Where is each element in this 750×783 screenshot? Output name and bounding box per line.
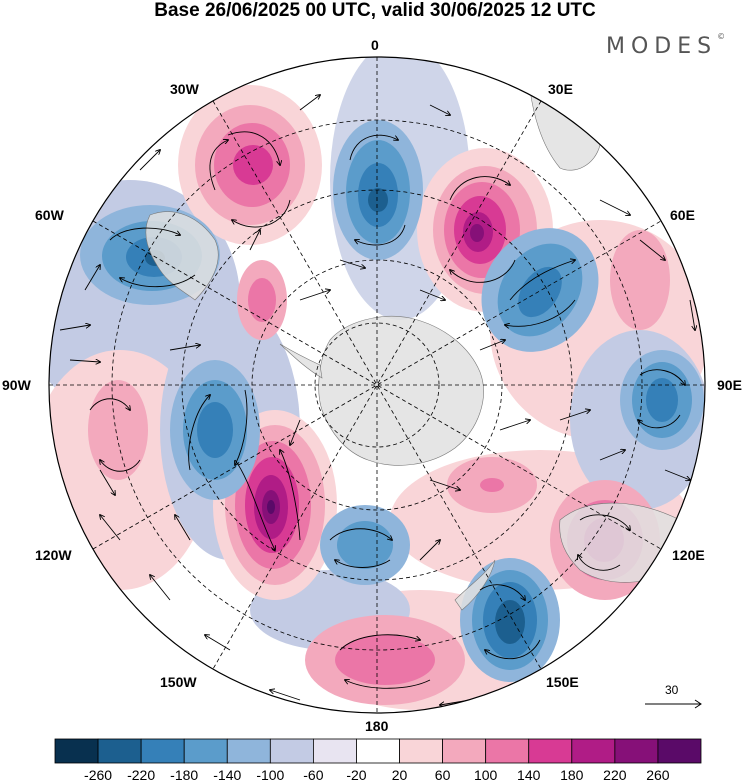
lon-label-180: 180	[365, 718, 389, 734]
lon-label-60e: 60E	[670, 207, 695, 223]
lon-label-0: 0	[371, 37, 379, 53]
colorbar-tick-label: -60	[303, 767, 324, 783]
colorbar-tick-label: 20	[391, 767, 408, 783]
colorbar-tick-label: 180	[560, 767, 584, 783]
colorbar-tick-label: -140	[213, 767, 242, 783]
lon-label-30e: 30E	[548, 81, 573, 97]
colorbar	[54, 738, 702, 764]
south-america	[145, 211, 219, 301]
colorbar-swatch	[140, 738, 185, 764]
colorbar-tick-label: -100	[256, 767, 285, 783]
chart-title: Base 26/06/2025 00 UTC, valid 30/06/2025…	[154, 0, 596, 21]
colorbar-tick-label: -220	[127, 767, 156, 783]
anomaly-center-ind-90e	[620, 350, 704, 450]
anomaly-center-atl-40w-south	[237, 260, 287, 340]
anomaly-center-pac-175e	[320, 505, 410, 585]
reference-vector-arrow	[645, 699, 702, 709]
colorbar-swatch	[657, 738, 702, 764]
anomaly-center-pac-145e	[460, 558, 560, 682]
colorbar-swatch	[97, 738, 142, 764]
colorbar-tick-label: 100	[473, 767, 498, 783]
colorbar-swatch	[528, 738, 573, 764]
lon-label-150e: 150E	[546, 674, 579, 690]
colorbar-tick-label: 140	[517, 767, 541, 783]
colorbar-swatch	[399, 738, 443, 764]
anomaly-center-am-85w	[88, 380, 148, 480]
colorbar-tick-label: 220	[603, 767, 627, 783]
lon-label-60w: 60W	[35, 207, 64, 223]
colorbar-tick-label: 260	[646, 767, 670, 783]
colorbar-swatch	[226, 738, 271, 764]
colorbar-swatch	[442, 738, 487, 764]
lon-label-90e: 90E	[717, 377, 742, 393]
lon-label-90w: 90W	[2, 377, 31, 393]
colorbar-tick-label: -180	[170, 767, 199, 783]
colorbar-tick-label: -20	[346, 767, 367, 783]
antarctic-peninsula	[279, 343, 323, 379]
lon-label-120e: 120E	[672, 547, 705, 563]
lon-label-120w: 120W	[35, 547, 72, 563]
colorbar-swatch	[571, 738, 616, 764]
antarctica	[318, 315, 484, 466]
colorbar-tick-label: 60	[434, 767, 451, 783]
colorbar-swatch	[614, 738, 659, 764]
colorbar-tick-label: -260	[84, 767, 113, 783]
brand-text: MODES	[606, 34, 718, 59]
lon-label-30w: 30W	[170, 81, 199, 97]
colorbar-swatch	[183, 738, 228, 764]
lon-label-150w: 150W	[160, 674, 197, 690]
modes-logo: MODES©	[606, 32, 726, 59]
map-boundary	[48, 56, 706, 714]
negative-anomaly-centers	[80, 120, 704, 682]
copyright-mark: ©	[717, 32, 726, 41]
colorbar-swatch	[356, 738, 400, 764]
new-zealand	[454, 559, 496, 611]
colorbar-swatch	[485, 738, 530, 764]
colorbar-swatch	[269, 738, 314, 764]
wind-vectors	[59, 95, 695, 705]
anomaly-center-ind-60e	[610, 230, 670, 330]
reference-vector-label: 30	[665, 683, 679, 697]
graticule	[49, 57, 705, 713]
colorbar-swatch	[54, 738, 99, 764]
colorbar-swatch	[312, 738, 357, 764]
anomaly-center-ind-100e-south	[447, 457, 537, 513]
anomaly-center-pac-170w	[305, 615, 465, 705]
